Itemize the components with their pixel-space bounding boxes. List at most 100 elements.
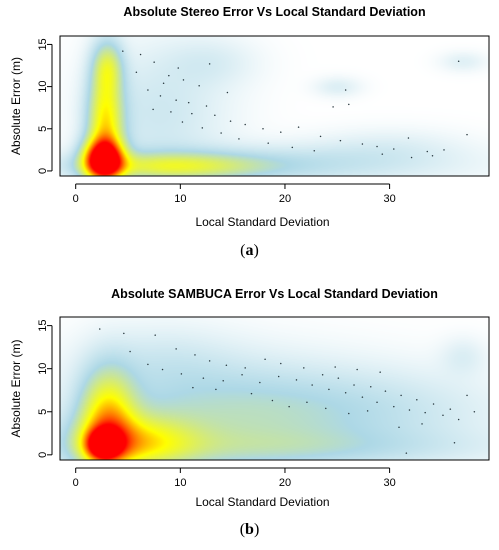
outlier-point: [356, 368, 358, 371]
y-tick-label: 5: [37, 409, 49, 415]
outlier-point: [288, 405, 290, 408]
outlier-point: [191, 112, 193, 115]
outlier-point: [135, 71, 138, 74]
outlier-point: [175, 99, 177, 101]
outlier-point: [147, 363, 149, 366]
outlier-point: [297, 126, 300, 128]
outlier-point: [168, 74, 170, 77]
caption-a: (a): [240, 242, 259, 259]
x-tick-label: 0: [73, 477, 79, 489]
outlier-point: [180, 373, 183, 375]
y-tick-label: 10: [37, 80, 49, 92]
outlier-point: [99, 328, 101, 330]
outlier-point: [262, 128, 264, 130]
outlier-point: [123, 332, 125, 335]
outlier-point: [264, 358, 266, 360]
outlier-point: [277, 375, 280, 378]
outlier-point: [400, 394, 402, 397]
y-axis-label: Absolute Error (m): [9, 57, 23, 155]
outlier-point: [161, 368, 164, 371]
outlier-point: [220, 132, 222, 134]
outlier-point: [424, 411, 426, 414]
outlier-point: [344, 392, 347, 394]
outlier-point: [238, 138, 240, 140]
outlier-point: [321, 373, 324, 376]
x-axis-label: Local Standard Deviation: [195, 495, 329, 509]
outlier-point: [405, 452, 408, 454]
outlier-point: [175, 348, 177, 350]
outlier-point: [208, 63, 211, 65]
outlier-point: [129, 350, 131, 353]
outlier-point: [229, 120, 232, 122]
x-tick-label: 20: [279, 477, 291, 489]
outlier-point: [393, 148, 395, 150]
outlier-point: [348, 412, 350, 415]
caption-b: (b): [239, 521, 260, 538]
outlier-point: [215, 388, 217, 391]
x-tick-label: 20: [279, 193, 291, 205]
outlier-point: [201, 127, 204, 129]
y-axis-label: Absolute Error (m): [9, 339, 23, 437]
x-tick-label: 10: [174, 477, 186, 489]
outlier-point: [337, 377, 340, 379]
outlier-point: [416, 398, 418, 401]
outlier-point: [410, 156, 413, 159]
outlier-point: [449, 408, 452, 410]
outlier-point: [159, 95, 162, 97]
outlier-point: [361, 143, 364, 145]
x-tick-label: 30: [383, 477, 395, 489]
outlier-point: [303, 367, 305, 369]
outlier-point: [244, 123, 246, 126]
outlier-point: [222, 379, 224, 382]
chart-title: Absolute SAMBUCA Error Vs Local Standard…: [111, 287, 438, 301]
plot-frame: [59, 316, 490, 461]
outlier-point: [244, 367, 246, 369]
outlier-point: [311, 384, 313, 386]
chart-panel-a: Absolute Stereo Error Vs Local Standard …: [0, 0, 499, 272]
plot-frame: [59, 35, 490, 177]
chart-b-svg: Absolute SAMBUCA Error Vs Local Standard…: [9, 287, 490, 509]
outlier-point: [202, 377, 205, 379]
outlier-point: [325, 407, 327, 410]
outlier-point: [408, 409, 411, 411]
outlier-point: [259, 381, 261, 384]
outlier-point: [328, 388, 330, 391]
outlier-point: [313, 149, 316, 152]
outlier-point: [147, 89, 149, 91]
outlier-point: [226, 91, 229, 94]
outlier-point: [457, 418, 460, 421]
outlier-point: [453, 442, 456, 444]
outlier-point: [376, 401, 378, 404]
chart-title: Absolute Stereo Error Vs Local Standard …: [123, 5, 425, 19]
x-tick-label: 0: [73, 193, 79, 205]
outlier-point: [162, 82, 165, 84]
outlier-point: [332, 106, 334, 108]
outlier-point: [442, 414, 444, 416]
outlier-point: [152, 108, 154, 111]
y-tick-label: 10: [37, 363, 49, 375]
outlier-point: [225, 364, 228, 366]
outlier-point: [177, 67, 179, 69]
outlier-point: [198, 85, 200, 87]
outlier-point: [241, 373, 243, 376]
outlier-point: [291, 146, 294, 149]
y-tick-label: 15: [37, 38, 49, 50]
outlier-point: [339, 139, 342, 142]
outlier-point: [319, 135, 322, 138]
outlier-point: [182, 79, 185, 81]
outlier-point: [348, 103, 350, 106]
outlier-point: [181, 121, 184, 123]
outlier-point: [139, 53, 142, 56]
outlier-point: [280, 131, 282, 133]
outlier-point: [376, 145, 378, 148]
density-heatmap: [60, 36, 489, 176]
y-tick-label: 0: [37, 168, 49, 174]
outlier-point: [381, 153, 384, 155]
chart-a-svg: Absolute Stereo Error Vs Local Standard …: [9, 5, 490, 229]
y-tick-label: 15: [37, 319, 49, 331]
outlier-point: [344, 89, 347, 91]
y-tick-label: 5: [37, 126, 49, 132]
outlier-point: [353, 384, 355, 386]
density-heatmap: [60, 317, 489, 460]
outlier-point: [384, 390, 387, 392]
